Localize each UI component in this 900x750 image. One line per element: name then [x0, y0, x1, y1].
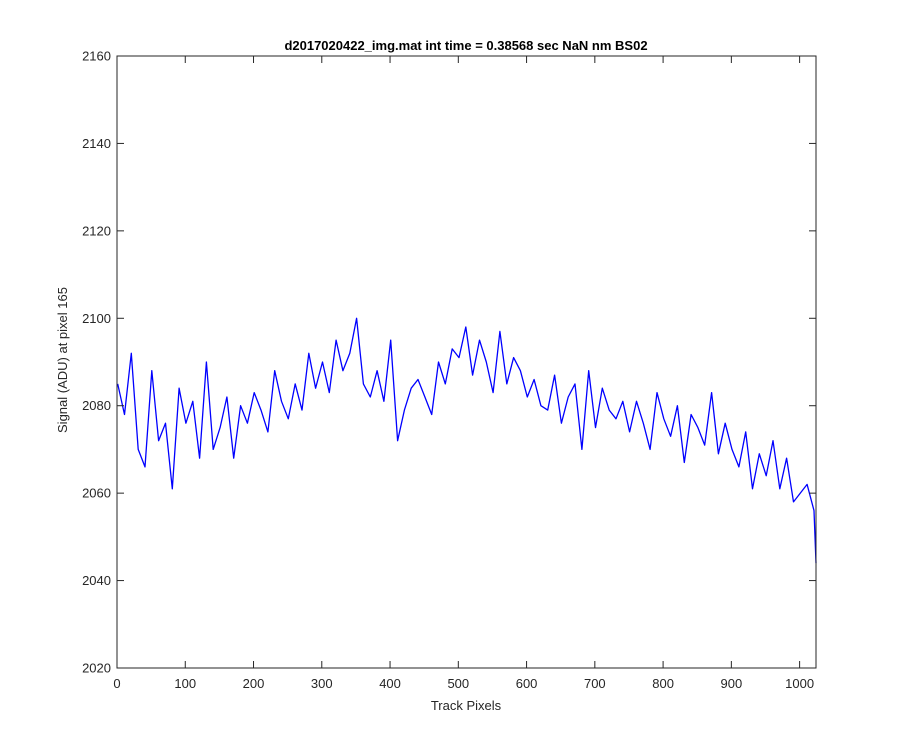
- x-tick-label: 900: [721, 676, 743, 691]
- x-tick-label: 700: [584, 676, 606, 691]
- y-tick-label: 2100: [82, 311, 111, 326]
- x-axis-ticks: 0 100 200 300 400 500 600 700 800 900 1000: [113, 56, 814, 691]
- chart-title: d2017020422_img.mat int time = 0.38568 s…: [284, 38, 647, 53]
- x-axis-label: Track Pixels: [431, 698, 502, 713]
- x-tick-label: 500: [447, 676, 469, 691]
- y-tick-label: 2140: [82, 136, 111, 151]
- x-tick-label: 200: [243, 676, 265, 691]
- x-tick-label: 800: [652, 676, 674, 691]
- axes: [116, 55, 817, 669]
- x-tick-label: 100: [174, 676, 196, 691]
- y-tick-label: 2060: [82, 486, 111, 501]
- series-line: [117, 317, 817, 564]
- x-tick-label: 400: [379, 676, 401, 691]
- x-tick-label: 0: [113, 676, 120, 691]
- y-axis-ticks: 2020 2040 2060 2080 2100 2120 2140 2160: [82, 49, 816, 676]
- axes-box: [116, 55, 817, 669]
- x-tick-label: 300: [311, 676, 333, 691]
- y-axis-label: Signal (ADU) at pixel 165: [55, 287, 70, 433]
- y-tick-label: 2160: [82, 49, 111, 64]
- y-tick-label: 2040: [82, 573, 111, 588]
- y-tick-label: 2080: [82, 398, 111, 413]
- x-tick-label: 600: [516, 676, 538, 691]
- y-tick-label: 2120: [82, 223, 111, 238]
- x-tick-label: 1000: [785, 676, 814, 691]
- plot-area: [117, 317, 817, 564]
- y-tick-label: 2020: [82, 661, 111, 676]
